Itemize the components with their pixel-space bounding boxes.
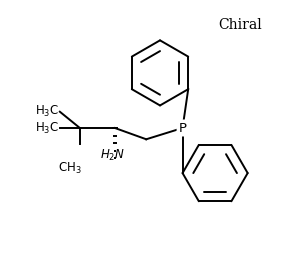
Text: P: P <box>178 122 187 134</box>
Text: H$_3$C: H$_3$C <box>35 104 59 119</box>
Text: CH$_3$: CH$_3$ <box>58 161 82 176</box>
Text: Chiral: Chiral <box>218 18 262 32</box>
Text: H$_3$C: H$_3$C <box>35 121 59 135</box>
Text: $H_2N$: $H_2N$ <box>100 148 125 163</box>
